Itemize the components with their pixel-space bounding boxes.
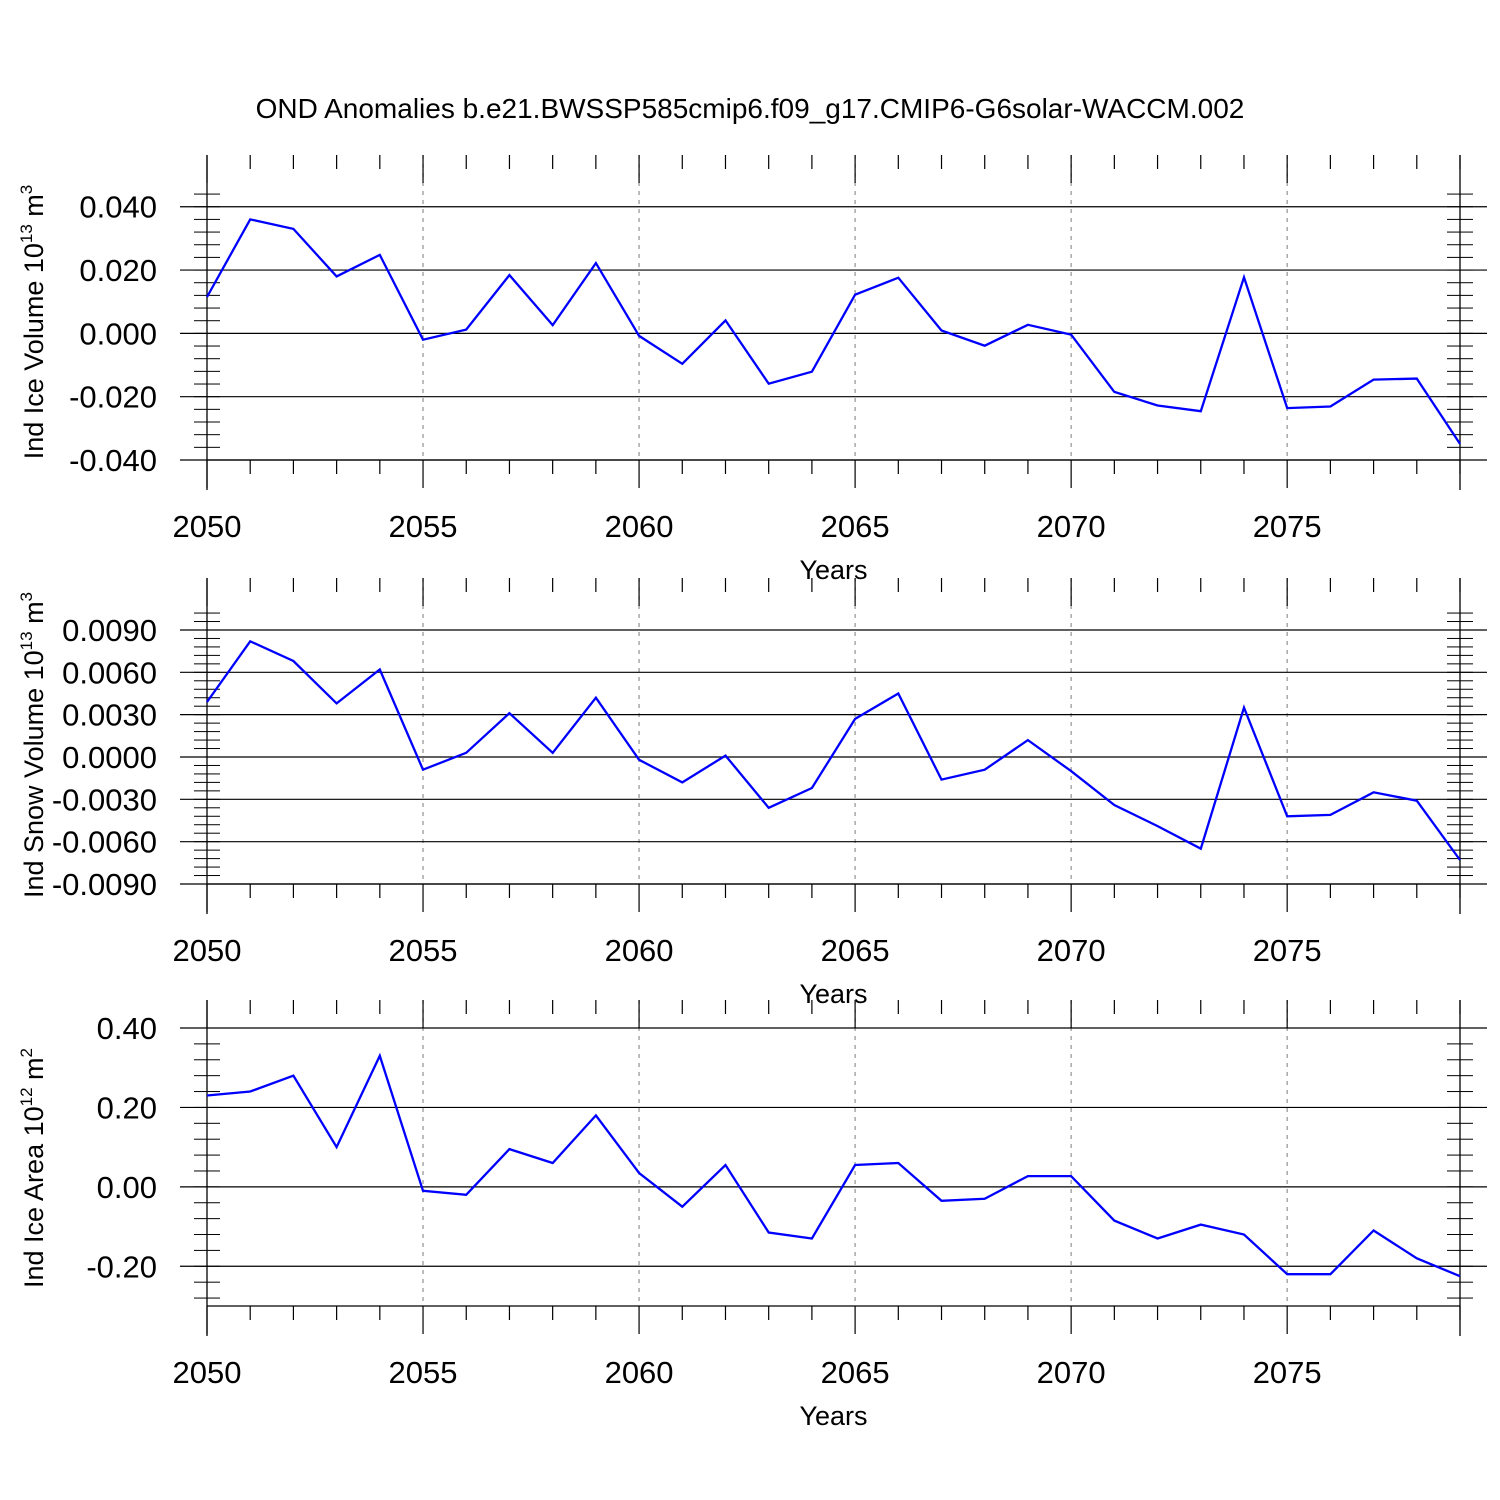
- data-line-series: [206, 639, 1461, 861]
- x-tick-label: 2060: [605, 509, 674, 544]
- x-tick-label: 2075: [1253, 509, 1322, 544]
- x-tick-label: 2055: [389, 509, 458, 544]
- chart-panel-3: 0.40 0.20 0.00 -0.20 2050 2055 2060 2065 2070 207…: [17, 1000, 1487, 1431]
- chart-panel-1: 0.040 0.020 0.000 -0.020 -0.040 2050 2055 2060 2…: [17, 155, 1487, 585]
- x-axis-label: Years: [799, 979, 867, 1009]
- y-tick-label: -0.20: [86, 1249, 157, 1284]
- y-tick-label: 0.0030: [62, 698, 157, 733]
- x-tick-label: 2070: [1037, 933, 1106, 968]
- x-tick-label: 2055: [389, 933, 458, 968]
- y-tick-label: -0.0030: [52, 782, 157, 817]
- x-tick-label: 2065: [821, 933, 890, 968]
- y-tick-label: -0.020: [69, 380, 157, 415]
- x-tick-label: 2050: [173, 509, 242, 544]
- chart-title: OND Anomalies b.e21.BWSSP585cmip6.f09_g1…: [256, 93, 1245, 124]
- data-line-series: [206, 1052, 1461, 1278]
- x-tick-label: 2065: [821, 509, 890, 544]
- x-tick-label: 2055: [389, 1355, 458, 1390]
- x-tick-label: 2060: [605, 933, 674, 968]
- y-tick-label: -0.0060: [52, 825, 157, 860]
- y-tick-label: 0.040: [79, 190, 157, 225]
- y-tick-label: 0.0000: [62, 740, 157, 775]
- y-axis-label: Ind Ice Area 1012 m2: [17, 1048, 49, 1288]
- y-axis-label: Ind Ice Volume 1013 m3: [17, 185, 49, 460]
- data-line-series: [205, 218, 1461, 445]
- chart-panel-2: 0.0090 0.0060 0.0030 0.0000 -0.0030 -0.0060 -0…: [17, 578, 1487, 1009]
- x-tick-label: 2075: [1253, 933, 1322, 968]
- y-tick-label: 0.020: [79, 253, 157, 288]
- y-tick-label: 0.00: [97, 1170, 157, 1205]
- x-tick-label: 2070: [1037, 509, 1106, 544]
- x-tick-label: 2075: [1253, 1355, 1322, 1390]
- y-tick-label: -0.040: [69, 443, 157, 478]
- y-tick-label: -0.0090: [52, 867, 157, 902]
- x-tick-label: 2065: [821, 1355, 890, 1390]
- x-tick-label: 2050: [173, 933, 242, 968]
- x-tick-label: 2060: [605, 1355, 674, 1390]
- y-tick-label: 0.40: [97, 1011, 157, 1046]
- y-tick-label: 0.000: [79, 316, 157, 351]
- x-tick-label: 2070: [1037, 1355, 1106, 1390]
- y-axis-label: Ind Snow Volume 1013 m3: [17, 592, 49, 898]
- x-axis-label: Years: [799, 1401, 867, 1431]
- y-tick-label: 0.0060: [62, 655, 157, 690]
- x-tick-label: 2050: [173, 1355, 242, 1390]
- x-axis-label: Years: [799, 555, 867, 585]
- y-tick-label: 0.20: [97, 1090, 157, 1125]
- y-tick-label: 0.0090: [62, 613, 157, 648]
